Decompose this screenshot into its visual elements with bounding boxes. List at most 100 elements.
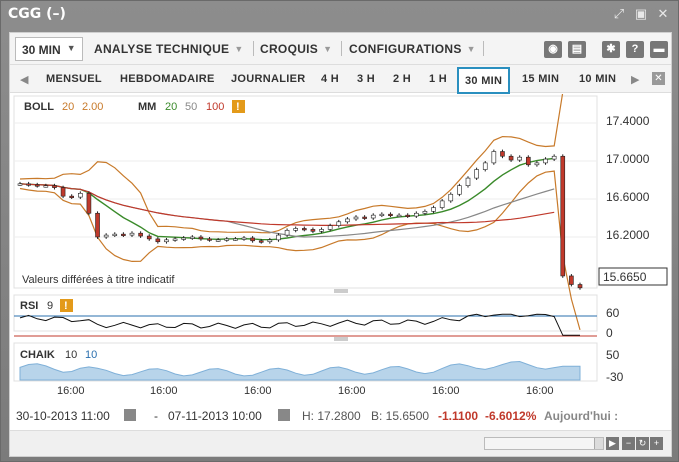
mm-label: MM <box>138 101 156 113</box>
candle-body <box>95 212 100 238</box>
menu-label: CROQUIS <box>260 42 319 56</box>
price-tick: 16.6000 <box>606 190 650 204</box>
menu-croquis[interactable]: CROQUIS ▼ <box>260 42 332 56</box>
close-icon[interactable]: ✕ <box>657 6 669 21</box>
candle-body <box>121 233 126 236</box>
candle-body <box>52 185 57 188</box>
chevron-right-icon[interactable]: ▶ <box>631 74 640 86</box>
mm-param: 20 <box>165 101 177 113</box>
candle-body <box>569 275 574 285</box>
period-mensuel[interactable]: MENSUEL <box>46 73 102 85</box>
candle-body <box>345 218 350 223</box>
candle-body <box>164 239 169 243</box>
chevron-left-icon[interactable]: ◀ <box>20 74 29 86</box>
price-panel <box>13 95 598 289</box>
candle-body <box>146 235 152 240</box>
range-separator: - <box>154 409 158 423</box>
period-2h[interactable]: 2 H <box>393 73 412 85</box>
candle-body <box>284 230 290 236</box>
close-icon[interactable]: ✕ <box>652 72 665 85</box>
price-tick: 17.0000 <box>606 152 650 166</box>
mm-param: 50 <box>185 101 197 113</box>
arrow-right-icon[interactable]: ▶ <box>606 437 619 450</box>
menu-label: ANALYSE TECHNIQUE <box>94 42 230 56</box>
period-4h[interactable]: 4 H <box>321 73 340 85</box>
gear-icon[interactable]: ✱ <box>602 41 620 58</box>
candle-body <box>60 187 66 197</box>
candle-body <box>69 195 74 198</box>
titlebar: CGG (–) ⤢ ▣ ✕ <box>1 1 678 28</box>
divider <box>483 41 484 56</box>
camera-icon[interactable]: ◉ <box>544 41 562 58</box>
candle-body <box>224 238 230 241</box>
range-end: 07-11-2013 10:00 <box>168 409 262 423</box>
candle-body <box>198 236 204 240</box>
minimize-icon[interactable]: ▣ <box>634 6 648 21</box>
rsi-label: RSI <box>20 300 38 312</box>
candle-body <box>310 229 316 232</box>
calendar-icon[interactable] <box>124 409 136 421</box>
interval-dropdown[interactable]: 30 MIN ▼ <box>15 37 83 61</box>
period-15min[interactable]: 15 MIN <box>522 73 560 85</box>
candle-body <box>457 185 462 195</box>
candle-body <box>86 193 92 214</box>
chaik-tick: -30 <box>606 370 624 384</box>
candle-body <box>422 211 428 214</box>
print-icon[interactable]: ▤ <box>568 41 586 58</box>
zoom-out-icon[interactable]: − <box>622 437 635 450</box>
warning-icon[interactable] <box>60 299 73 312</box>
candle-body <box>78 193 83 198</box>
candle-body <box>362 216 367 219</box>
calendar-icon[interactable] <box>278 409 290 421</box>
price-chart[interactable]: BOLL 20 2.00 MM 20 50 100 ! Valeurs diff… <box>10 94 671 401</box>
reset-icon[interactable]: ↻ <box>636 437 649 450</box>
period-30min[interactable]: 30 MIN <box>457 67 511 94</box>
candle-body <box>448 193 454 202</box>
mm20-line <box>19 157 555 241</box>
help-icon[interactable]: ? <box>626 41 644 58</box>
candle-body <box>388 213 393 216</box>
chevron-down-icon: ▼ <box>466 44 476 54</box>
time-tick: 16:00 <box>150 385 178 397</box>
scroll-thumb[interactable] <box>485 438 595 449</box>
menu-analyse-technique[interactable]: ANALYSE TECHNIQUE ▼ <box>94 42 244 56</box>
delayed-note: Valeurs différées à titre indicatif <box>22 274 175 286</box>
candle-body <box>26 183 31 186</box>
candle-body <box>17 183 23 186</box>
horizontal-scrollbar[interactable] <box>484 437 604 450</box>
chevron-down-icon: ▼ <box>66 43 76 53</box>
candle-body <box>327 225 333 230</box>
candle-body <box>181 237 186 240</box>
period-3h[interactable]: 3 H <box>357 73 376 85</box>
candle-body <box>138 232 143 237</box>
candle-body <box>258 240 264 243</box>
candle-body <box>319 229 324 232</box>
comment-icon[interactable]: ▬ <box>650 41 668 58</box>
divider <box>253 41 254 56</box>
expand-icon[interactable]: ⤢ <box>613 6 625 21</box>
warning-icon[interactable] <box>232 100 245 113</box>
period-bar: ◀ MENSUEL HEBDOMADAIRE JOURNALIER 4 H 3 … <box>10 65 671 94</box>
zoom-in-icon[interactable]: + <box>650 437 663 450</box>
boll-lower-line <box>19 170 581 331</box>
candle-body <box>465 177 471 186</box>
period-1h[interactable]: 1 H <box>429 73 448 85</box>
range-start: 30-10-2013 11:00 <box>16 409 110 423</box>
period-hebdomadaire[interactable]: HEBDOMADAIRE <box>120 73 215 85</box>
candle-body <box>336 221 342 226</box>
period-10min[interactable]: 10 MIN <box>579 73 617 85</box>
candle-body <box>370 214 376 219</box>
candle-body <box>129 232 135 236</box>
menu-configurations[interactable]: CONFIGURATIONS ▼ <box>349 42 476 56</box>
last-price: 15.6650 <box>603 270 647 284</box>
price-tick: 16.2000 <box>606 228 650 242</box>
period-journalier[interactable]: JOURNALIER <box>231 73 306 85</box>
candle-body <box>241 237 247 240</box>
mm100-line <box>19 183 555 226</box>
candle-body <box>233 238 238 241</box>
candle-body <box>103 234 109 238</box>
candle-body <box>577 284 583 289</box>
change-value: -1.1100 <box>438 409 479 423</box>
candle-body <box>431 207 436 212</box>
